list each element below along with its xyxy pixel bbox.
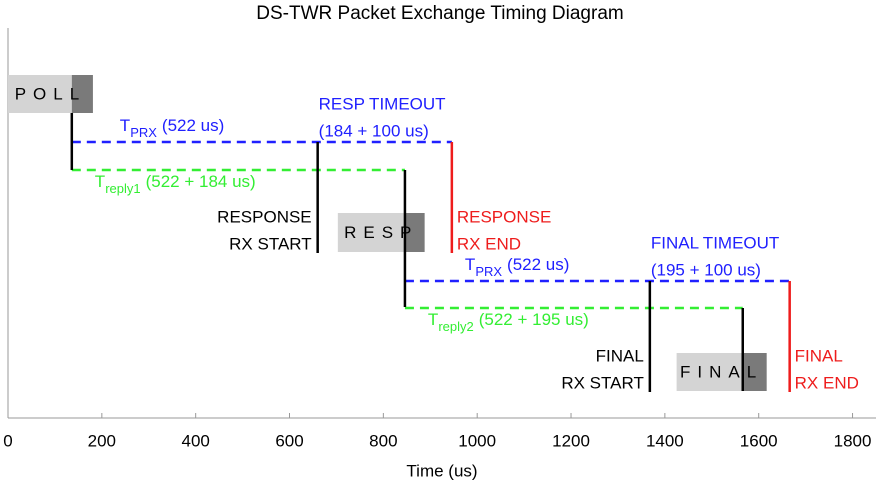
interval-label: Treply1 (522 + 184 us)	[95, 172, 256, 196]
interval-label: Treply2 (522 + 195 us)	[428, 310, 589, 334]
packet-label: POLL	[15, 84, 86, 103]
packet-body	[676, 353, 743, 391]
event-label: RESPONSE	[457, 207, 551, 226]
interval-subscript: PRX	[475, 264, 502, 279]
event-label: RX END	[457, 234, 521, 253]
x-tick-label: 0	[3, 431, 12, 450]
interval-detail: (522 + 195 us)	[479, 310, 589, 329]
interval-detail: (522 us)	[162, 116, 224, 135]
x-tick-label: 1800	[834, 431, 872, 450]
x-tick-label: 800	[369, 431, 397, 450]
interval-label: TPRX (522 us)	[120, 116, 224, 140]
packet-body	[8, 75, 72, 113]
interval-name: T	[120, 116, 130, 135]
x-tick-label: 1400	[646, 431, 684, 450]
packet-body	[337, 213, 405, 252]
x-tick-label: 1000	[458, 431, 496, 450]
interval-detail: (522 us)	[507, 255, 569, 274]
chart-title: DS-TWR Packet Exchange Timing Diagram	[256, 3, 623, 24]
interval-subscript: PRX	[130, 125, 157, 140]
x-axis-label: Time (us)	[406, 461, 477, 480]
packet-label: FINAL	[680, 362, 763, 381]
interval-name: T	[465, 255, 475, 274]
packet-tail	[404, 213, 425, 252]
timeout-label: RESP TIMEOUT	[319, 94, 446, 113]
event-label: RESPONSE	[217, 207, 311, 226]
interval-subscript: reply2	[438, 319, 473, 334]
packet-tail	[742, 353, 767, 391]
x-tick-label: 1200	[552, 431, 590, 450]
event-label: FINAL	[596, 346, 644, 365]
x-tick-label: 600	[275, 431, 303, 450]
timeout-label: FINAL TIMEOUT	[651, 233, 779, 252]
interval-name: T	[95, 172, 105, 191]
timeout-label: (195 + 100 us)	[651, 260, 761, 279]
event-label: RX START	[561, 373, 644, 392]
interval-subscript: reply1	[105, 181, 140, 196]
x-tick-label: 400	[181, 431, 209, 450]
x-tick-label: 200	[88, 431, 116, 450]
interval-name: T	[428, 310, 438, 329]
interval-label: TPRX (522 us)	[465, 255, 570, 279]
event-label: FINAL	[795, 346, 843, 365]
event-label: RX START	[229, 234, 312, 253]
event-label: RX END	[795, 373, 859, 392]
interval-detail: (522 + 184 us)	[146, 172, 256, 191]
packet-label: RESP	[344, 223, 418, 242]
x-tick-label: 1600	[740, 431, 778, 450]
timeout-label: (184 + 100 us)	[319, 121, 429, 140]
packet-tail	[71, 75, 93, 113]
